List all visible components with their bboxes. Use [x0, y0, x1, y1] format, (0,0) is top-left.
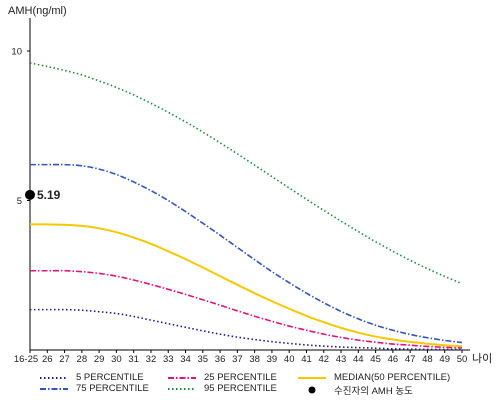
x-tick-label: 29	[94, 354, 105, 365]
x-tick-label: 42	[318, 354, 329, 365]
x-tick-label: 30	[111, 354, 122, 365]
x-tick-label: 40	[284, 354, 295, 365]
legend-label-75-percentile: 75 PERCENTILE	[76, 383, 149, 394]
legend-marker-patient-amh	[308, 386, 316, 394]
patient-amh-value-label: 5.19	[37, 188, 61, 202]
x-tick-label: 27	[59, 354, 70, 365]
legend-label-median: MEDIAN(50 PERCENTILE)	[334, 372, 451, 383]
legend-swatch-25-percentile	[168, 376, 196, 379]
y-ticks: 5 10	[11, 47, 30, 207]
legend-item-95-percentile: 95 PERCENTILE	[168, 383, 277, 394]
x-tick-label: 37	[232, 354, 243, 365]
legend-swatch-5-percentile	[40, 376, 68, 379]
x-tick-label: 49	[439, 354, 450, 365]
x-tick-label: 33	[163, 354, 174, 365]
data-points: 5.19	[25, 188, 61, 202]
legend-item-25-percentile: 25 PERCENTILE	[168, 372, 277, 383]
x-tick-label: 43	[336, 354, 347, 365]
series-line-75-percentile	[30, 163, 463, 344]
x-tick-label: 28	[77, 354, 88, 365]
legend-label-25-percentile: 25 PERCENTILE	[204, 372, 277, 383]
legend-item-5-percentile: 5 PERCENTILE	[40, 372, 144, 383]
x-tick-label: 16-25	[14, 354, 38, 365]
x-tick-label: 35	[198, 354, 209, 365]
series-line-5-percentile	[29, 308, 463, 351]
legend-label-95-percentile: 95 PERCENTILE	[204, 383, 277, 394]
x-tick-label: 32	[146, 354, 157, 365]
x-tick-label: 46	[388, 354, 399, 365]
patient-amh-point	[25, 189, 35, 200]
x-tick-label: 34	[180, 354, 191, 365]
x-axis-title: 나이	[472, 352, 492, 365]
legend-item-75-percentile: 75 PERCENTILE	[40, 383, 149, 394]
legend-swatch-75-percentile	[40, 387, 68, 390]
y-axis-title: AMH(ng/ml)	[8, 5, 67, 17]
legend-item-patient-amh: 수진자의 AMH 농도	[298, 383, 413, 397]
legend-label-patient-amh: 수진자의 AMH 농도	[334, 386, 413, 397]
series-line-95-percentile	[29, 62, 463, 285]
series-line-25-percentile	[30, 269, 463, 349]
x-tick-label: 41	[301, 354, 312, 365]
amh-chart: AMH(ng/ml) 나이 5 10 16-25 26 27 28 29 30 31 32 33 3…	[8, 5, 492, 365]
x-tick-label: 45	[370, 354, 381, 365]
series-line-median-50-percentile	[29, 223, 463, 348]
x-tick-label: 31	[128, 354, 139, 365]
x-tick-label: 38	[249, 354, 260, 365]
x-tick-label: 48	[422, 354, 433, 365]
legend-item-median: MEDIAN(50 PERCENTILE)	[298, 372, 450, 383]
x-tick-label: 26	[42, 354, 53, 365]
legend-swatch-95-percentile	[168, 387, 196, 390]
x-tick-label: 39	[267, 354, 278, 365]
x-ticks: 16-25 26 27 28 29 30 31 32 33 34 35 36 37 38 39 40 41 42 4…	[14, 350, 467, 365]
series-lines	[29, 62, 463, 351]
y-tick-label: 10	[11, 47, 22, 58]
legend-swatch-median	[298, 376, 326, 379]
x-tick-label: 47	[405, 354, 416, 365]
x-tick-label: 50	[457, 354, 468, 365]
legend: 5 PERCENTILE 75 PERCENTILE 25 PERCENTILE…	[0, 366, 500, 400]
y-tick-label: 5	[17, 196, 22, 207]
x-tick-label: 36	[215, 354, 226, 365]
x-tick-label: 44	[353, 354, 364, 365]
legend-label-5-percentile: 5 PERCENTILE	[76, 372, 144, 383]
